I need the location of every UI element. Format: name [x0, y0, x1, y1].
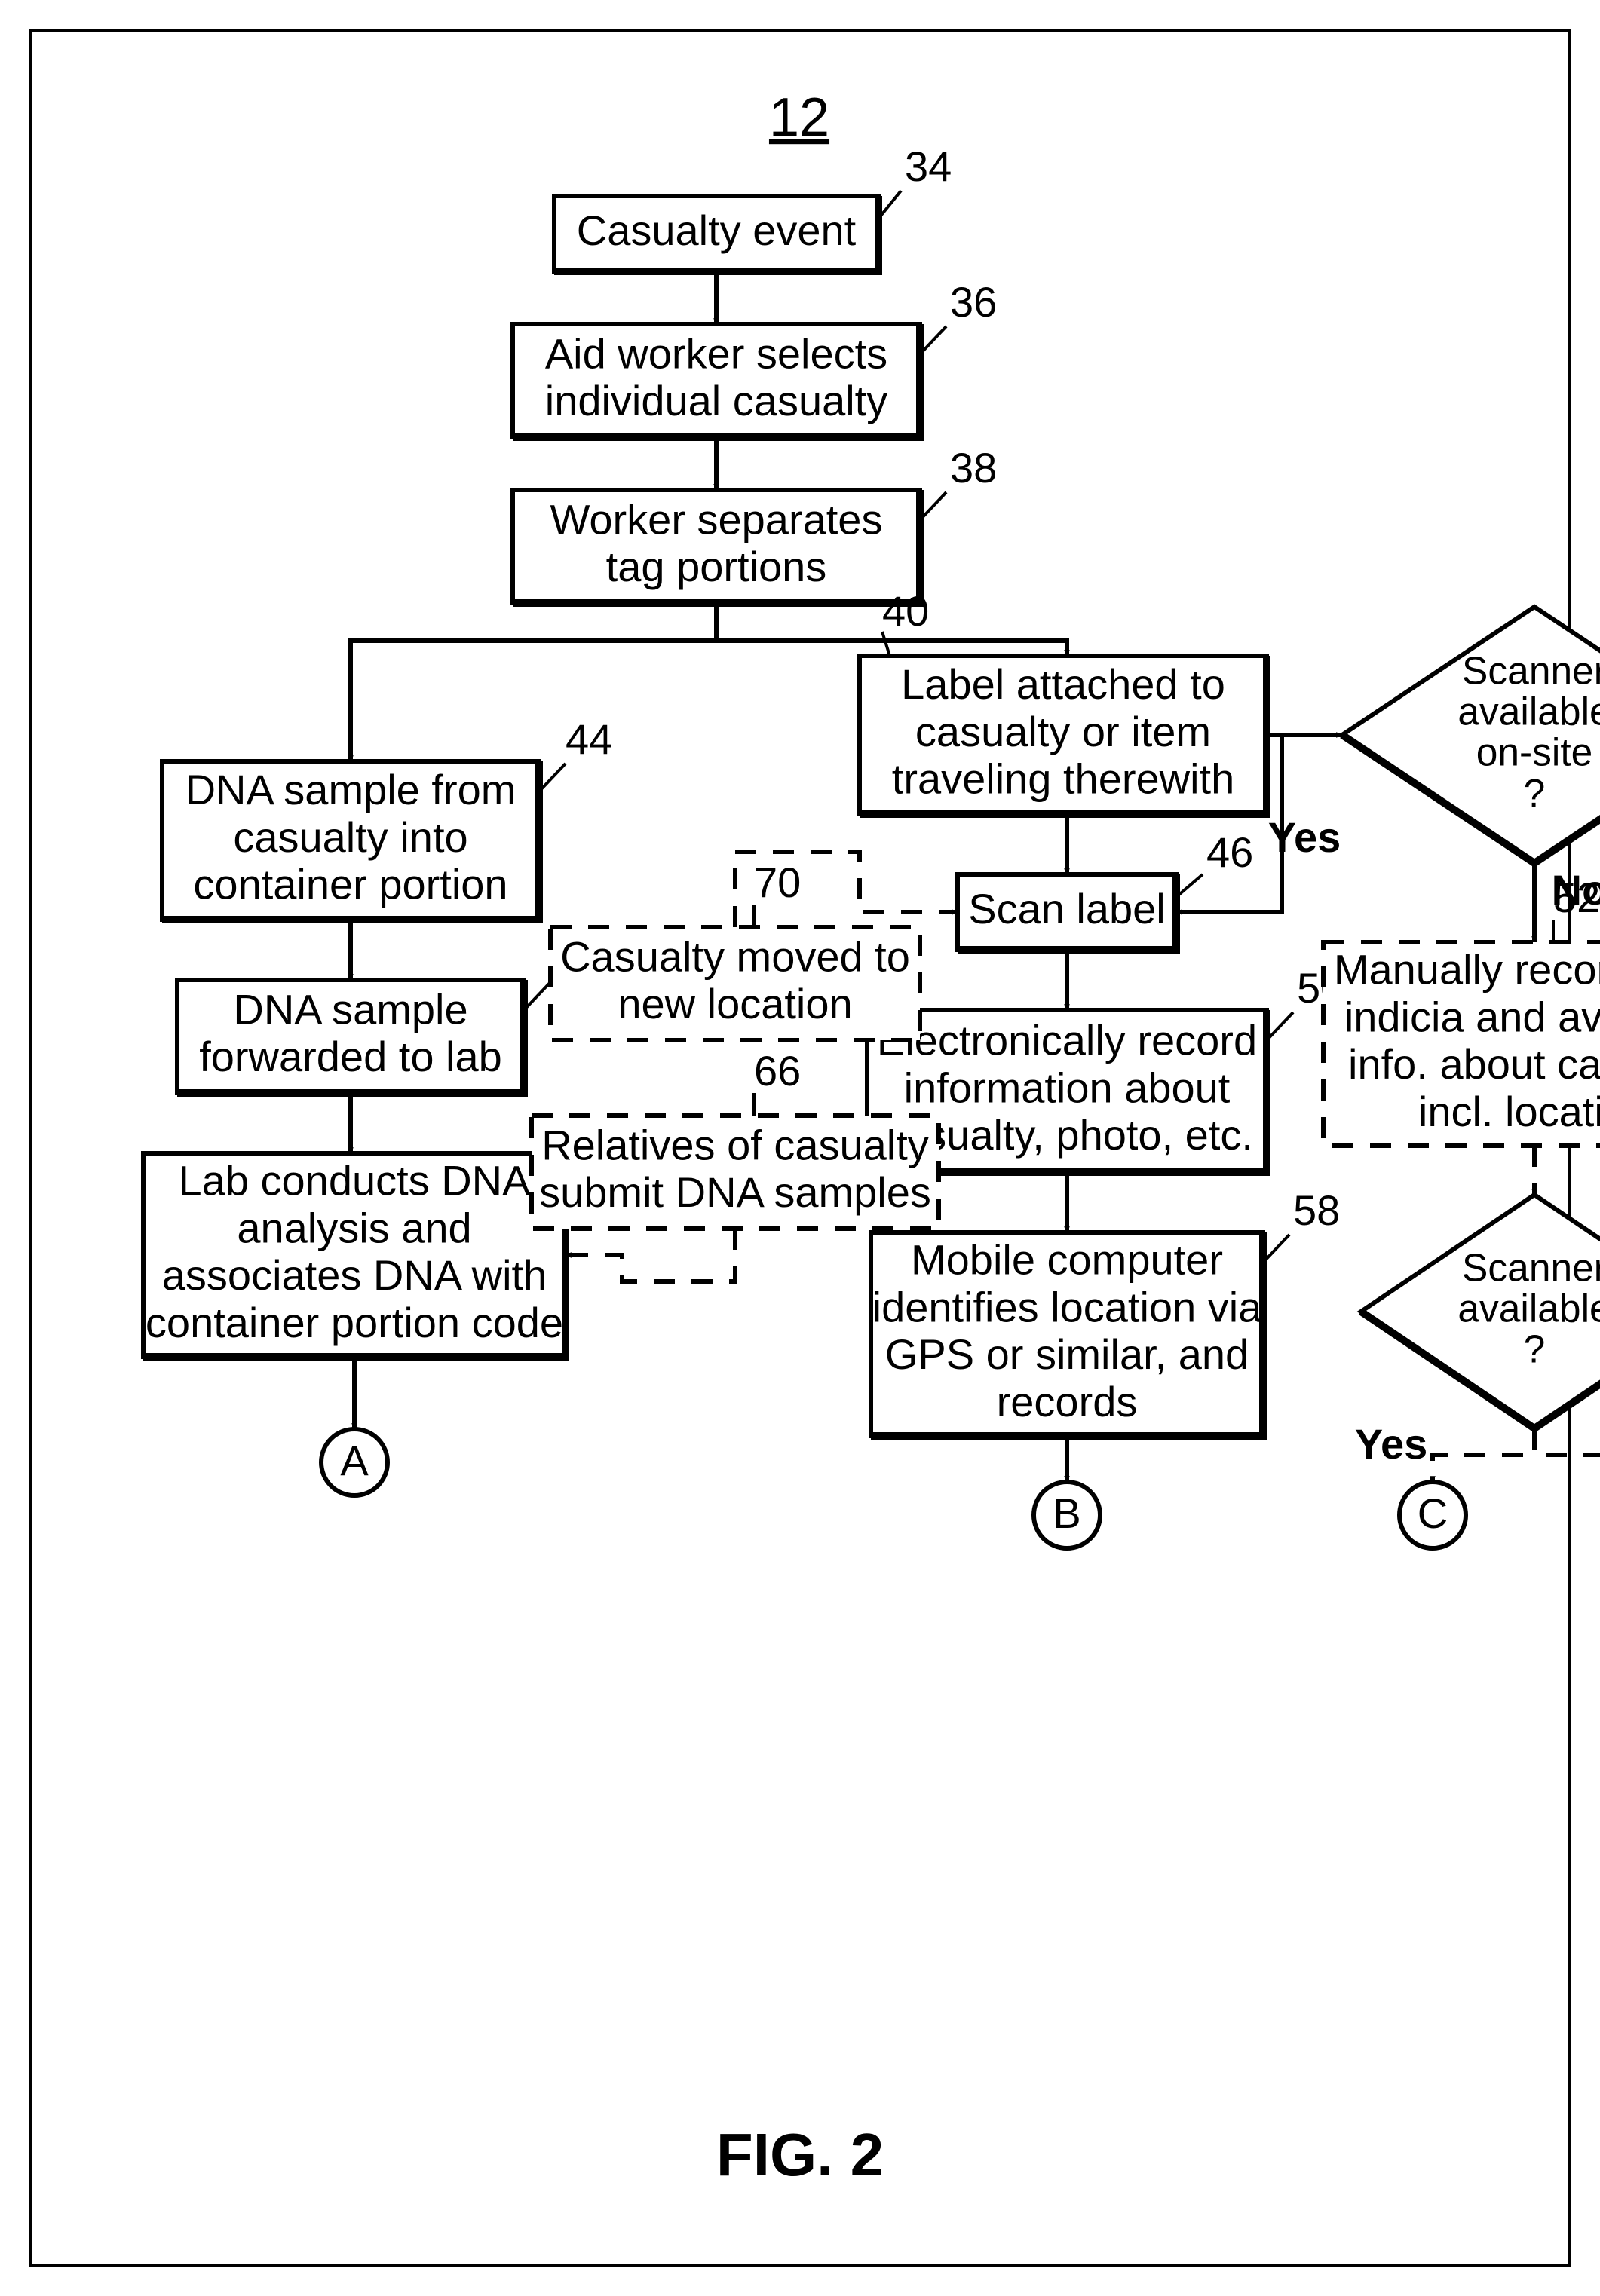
node-n34: Casualty event 34: [554, 142, 952, 271]
node-cC: C: [1399, 1482, 1466, 1548]
svg-text:Scanner: Scanner: [1462, 648, 1600, 692]
svg-text:identifies location via: identifies location via: [872, 1283, 1263, 1330]
ref-36: 36: [950, 278, 997, 326]
svg-text:A: A: [340, 1437, 369, 1484]
edge: [1534, 1428, 1600, 1482]
node-n62: DNA sampleforwarded to lab62: [177, 934, 597, 1093]
svg-text:container portion: container portion: [193, 861, 507, 908]
svg-text:Lab conducts DNA: Lab conducts DNA: [179, 1157, 532, 1205]
svg-text:available: available: [1457, 690, 1600, 733]
svg-text:Relatives of casualty: Relatives of casualty: [541, 1121, 929, 1168]
svg-text:individual casualty: individual casualty: [545, 377, 887, 424]
svg-text:forwarded to lab: forwarded to lab: [199, 1033, 502, 1080]
ref-34: 34: [905, 142, 952, 190]
svg-text:available: available: [1457, 1287, 1600, 1330]
ref-46: 46: [1206, 828, 1253, 876]
node-d2: Scanneravailable?: [1361, 1195, 1600, 1428]
svg-text:records: records: [997, 1378, 1138, 1425]
node-n38: Worker separatestag portions 38: [513, 444, 997, 603]
figure-label: FIG. 2: [716, 2121, 884, 2188]
svg-text:info. about casualty,: info. about casualty,: [1348, 1040, 1600, 1088]
svg-text:Mobile computer: Mobile computer: [911, 1236, 1223, 1284]
node-n58: Mobile computeridentifies location viaGP…: [871, 1186, 1340, 1436]
svg-text:DNA sample: DNA sample: [233, 985, 467, 1033]
svg-text:Electronically record: Electronically record: [877, 1017, 1257, 1064]
svg-text:on-site: on-site: [1476, 730, 1593, 774]
svg-text:associates DNA with: associates DNA with: [162, 1251, 547, 1299]
node-d1: Scanneravailableon-site?: [1342, 607, 1600, 863]
node-n40: Label attached tocasualty or itemtraveli…: [860, 587, 1267, 814]
svg-text:incl. location: incl. location: [1418, 1088, 1600, 1135]
svg-text:Scanner: Scanner: [1462, 1246, 1600, 1290]
ref-58: 58: [1293, 1186, 1340, 1234]
svg-text:submit DNA samples: submit DNA samples: [539, 1168, 931, 1216]
edge: [1433, 1428, 1534, 1482]
ref-52: 52: [1553, 874, 1600, 921]
svg-text:Manually record label: Manually record label: [1334, 946, 1600, 993]
ref-40: 40: [882, 587, 929, 635]
svg-text:Casualty moved to: Casualty moved to: [560, 932, 910, 980]
svg-text:new location: new location: [618, 980, 852, 1027]
svg-text:casualty or item: casualty or item: [915, 708, 1211, 755]
edge-label: Yes: [1268, 813, 1341, 861]
svg-text:?: ?: [1524, 771, 1546, 815]
figure-ref-12: 12: [769, 87, 829, 148]
svg-text:C: C: [1418, 1489, 1448, 1537]
svg-text:traveling therewith: traveling therewith: [892, 755, 1234, 803]
svg-text:Aid worker selects: Aid worker selects: [545, 329, 887, 377]
edge-label: Yes: [1355, 1420, 1428, 1468]
svg-text:Label attached to: Label attached to: [901, 660, 1225, 708]
svg-text:container portion code: container portion code: [146, 1299, 563, 1346]
edge: [351, 603, 716, 761]
svg-text:DNA sample from: DNA sample from: [185, 766, 516, 813]
svg-text:Worker separates: Worker separates: [550, 495, 883, 543]
node-n36: Aid worker selectsindividual casualty 36: [513, 278, 997, 437]
svg-text:?: ?: [1524, 1327, 1546, 1371]
node-n46: Scan label 46: [958, 828, 1253, 950]
node-cA: A: [321, 1429, 388, 1495]
node-n52: Manually record labelindicia and availab…: [1323, 874, 1600, 1146]
ref-44: 44: [566, 715, 612, 763]
svg-text:GPS or similar, and: GPS or similar, and: [885, 1330, 1249, 1378]
svg-text:Scan label: Scan label: [968, 885, 1166, 932]
ref-70: 70: [754, 859, 801, 906]
edge: [566, 1229, 735, 1281]
svg-text:analysis and: analysis and: [237, 1204, 471, 1251]
node-n44: DNA sample fromcasualty intocontainer po…: [162, 715, 612, 920]
svg-text:information about: information about: [904, 1064, 1231, 1111]
ref-38: 38: [950, 444, 997, 491]
svg-text:B: B: [1053, 1489, 1080, 1537]
svg-text:indicia and available: indicia and available: [1344, 993, 1600, 1040]
svg-text:tag portions: tag portions: [606, 543, 827, 590]
node-cB: B: [1034, 1482, 1100, 1548]
svg-text:casualty into: casualty into: [233, 813, 467, 861]
ref-66: 66: [754, 1047, 801, 1094]
svg-text:Casualty event: Casualty event: [577, 207, 857, 254]
